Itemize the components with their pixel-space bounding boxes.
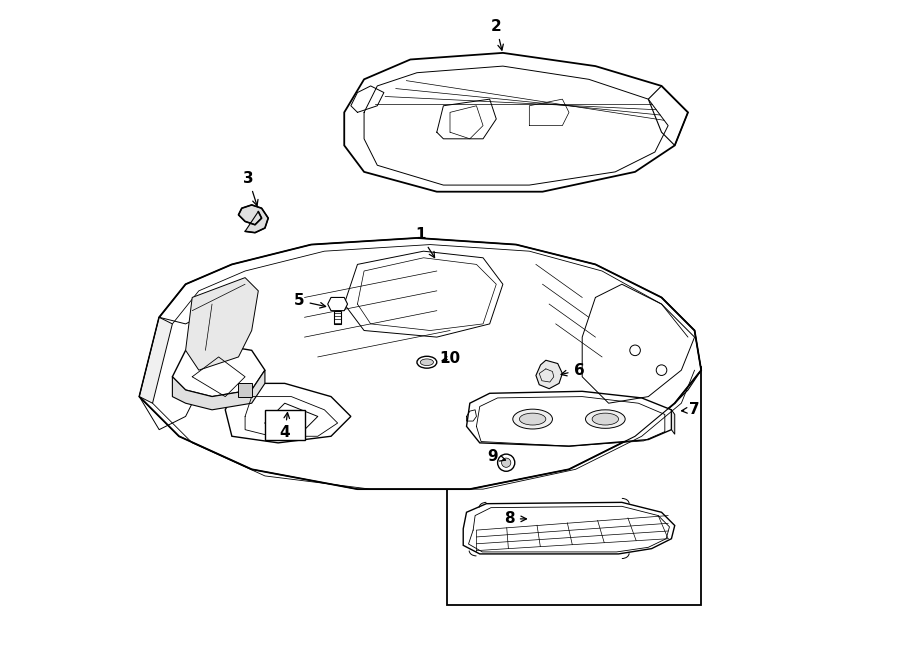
- Polygon shape: [464, 502, 675, 554]
- Circle shape: [656, 365, 667, 375]
- Ellipse shape: [513, 409, 553, 429]
- FancyBboxPatch shape: [446, 367, 701, 605]
- Polygon shape: [466, 391, 671, 446]
- Text: 7: 7: [681, 403, 700, 417]
- Text: 2: 2: [491, 19, 503, 50]
- Polygon shape: [173, 344, 265, 397]
- Polygon shape: [334, 311, 341, 324]
- Polygon shape: [173, 370, 265, 410]
- Polygon shape: [140, 238, 701, 489]
- Polygon shape: [225, 383, 351, 443]
- Text: 8: 8: [504, 512, 526, 526]
- Ellipse shape: [592, 413, 618, 425]
- Circle shape: [630, 345, 641, 356]
- Ellipse shape: [586, 410, 625, 428]
- Polygon shape: [238, 383, 252, 397]
- Polygon shape: [238, 205, 268, 233]
- Text: 4: 4: [279, 412, 290, 440]
- Polygon shape: [671, 410, 675, 434]
- Ellipse shape: [420, 359, 434, 366]
- Circle shape: [498, 454, 515, 471]
- Polygon shape: [344, 53, 688, 192]
- Polygon shape: [536, 360, 562, 389]
- Ellipse shape: [417, 356, 436, 368]
- FancyBboxPatch shape: [265, 410, 304, 440]
- Polygon shape: [185, 278, 258, 370]
- Polygon shape: [140, 317, 173, 403]
- Circle shape: [501, 458, 511, 467]
- Text: 1: 1: [415, 227, 435, 258]
- Ellipse shape: [519, 413, 545, 425]
- Text: 6: 6: [561, 363, 584, 377]
- Text: 5: 5: [294, 293, 326, 308]
- Polygon shape: [328, 297, 347, 311]
- Text: 9: 9: [488, 449, 506, 463]
- Text: 10: 10: [439, 352, 461, 366]
- Text: 3: 3: [243, 171, 258, 206]
